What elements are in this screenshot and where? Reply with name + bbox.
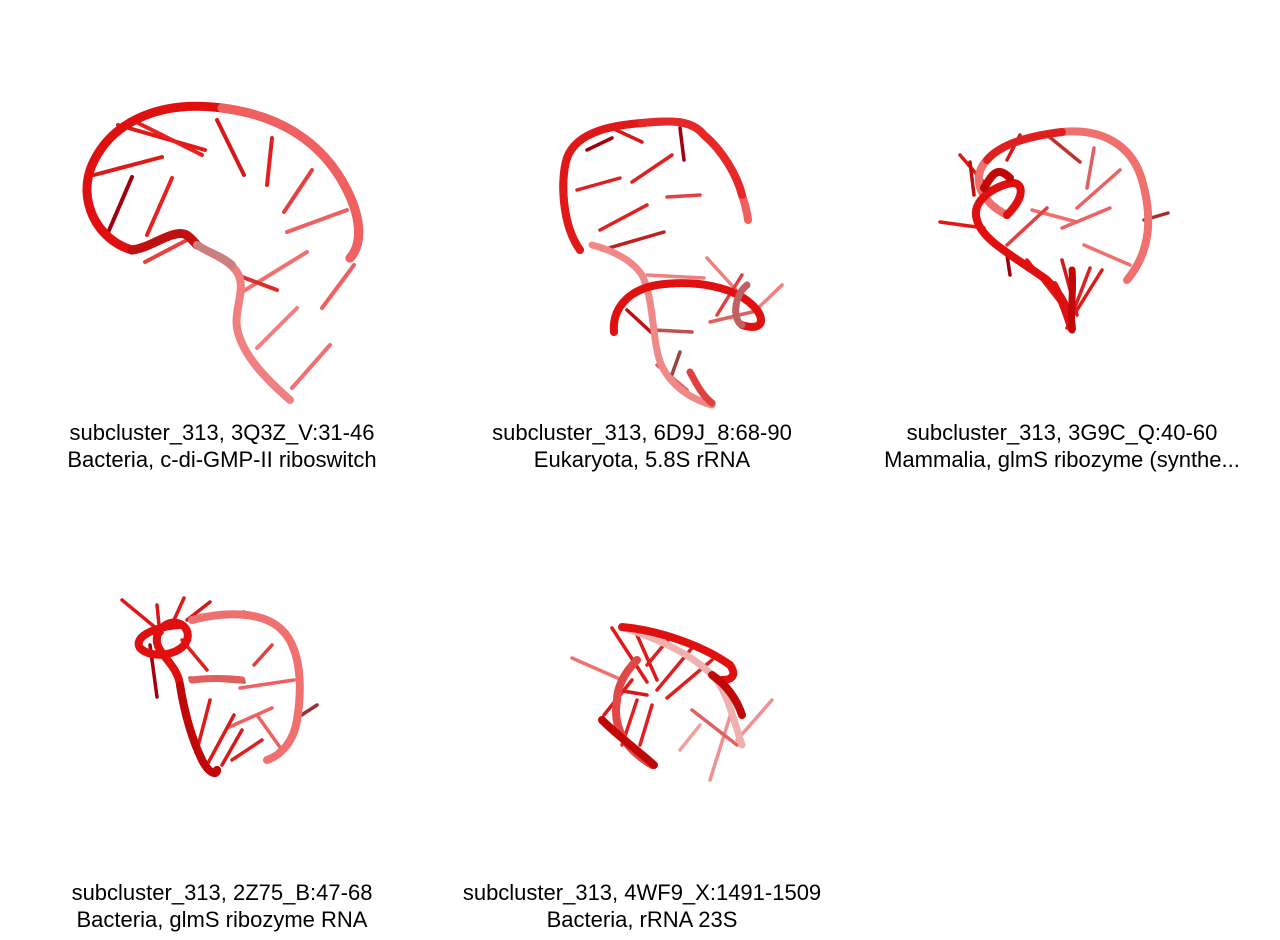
rna-structure-4WF9 xyxy=(570,623,774,782)
rna-structure-2Z75 xyxy=(120,596,319,777)
caption-line-1: subcluster_313, 3G9C_Q:40-60 xyxy=(906,420,1218,445)
caption-line-2: Bacteria, rRNA 23S xyxy=(546,907,738,932)
caption-line-1: subcluster_313, 4WF9_X:1491-1509 xyxy=(462,880,822,905)
rna-structure-3G9C xyxy=(938,127,1170,334)
caption-line-2: Mammalia, glmS ribozyme (synthe... xyxy=(884,447,1240,472)
panel-caption: subcluster_313, 3Q3Z_V:31-46 Bacteria, c… xyxy=(22,419,422,473)
caption-line-2: Eukaryota, 5.8S rRNA xyxy=(533,447,751,472)
panel-caption: subcluster_313, 4WF9_X:1491-1509 Bacteri… xyxy=(442,879,842,933)
caption-line-1: subcluster_313, 2Z75_B:47-68 xyxy=(71,880,373,905)
rna-structure-6D9J xyxy=(559,117,784,409)
panel-caption: subcluster_313, 3G9C_Q:40-60 Mammalia, g… xyxy=(862,419,1262,473)
rna-structure-3Q3Z xyxy=(82,101,364,404)
panel-caption: subcluster_313, 6D9J_8:68-90 Eukaryota, … xyxy=(442,419,842,473)
caption-line-2: Bacteria, glmS ribozyme RNA xyxy=(76,907,368,932)
caption-line-2: Bacteria, c-di-GMP-II riboswitch xyxy=(67,447,377,472)
panel-caption: subcluster_313, 2Z75_B:47-68 Bacteria, g… xyxy=(22,879,422,933)
caption-line-1: subcluster_313, 6D9J_8:68-90 xyxy=(492,420,792,445)
caption-line-1: subcluster_313, 3Q3Z_V:31-46 xyxy=(69,420,375,445)
